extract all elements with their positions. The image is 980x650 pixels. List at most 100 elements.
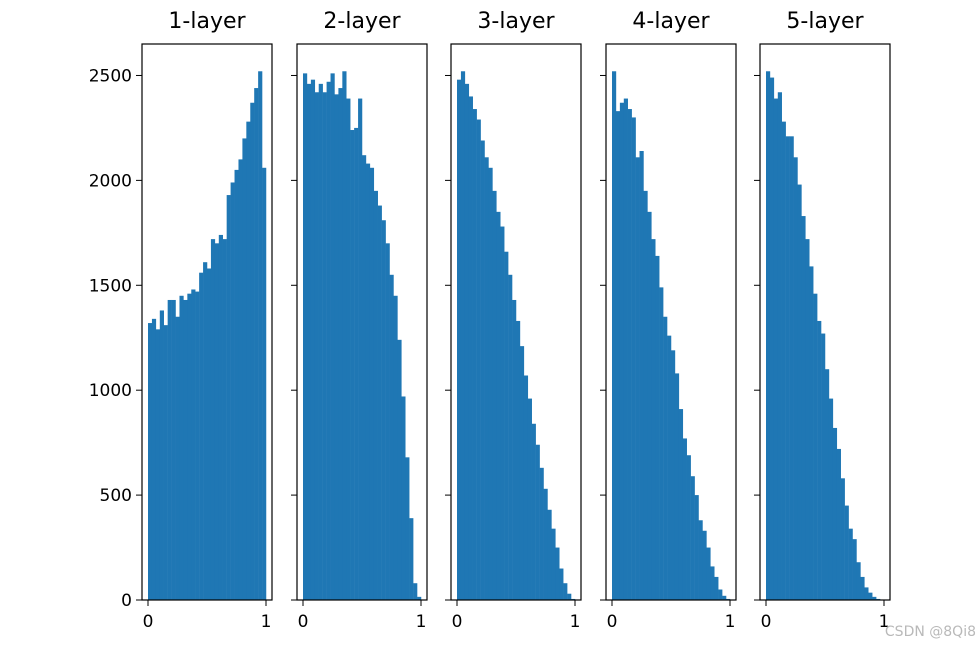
histogram-bar <box>306 83 312 601</box>
histogram-bar <box>801 216 806 601</box>
histogram-bar <box>484 157 489 601</box>
subplot-1: 1-layer 0 1 0 500 1000 1500 2000 2500 <box>89 9 273 632</box>
histogram-bar <box>860 576 865 600</box>
histogram-bar <box>222 239 227 600</box>
y-tick-label: 2000 <box>89 171 132 191</box>
histogram-bar <box>671 350 676 600</box>
histogram-bar <box>397 339 402 600</box>
histogram-bar <box>210 239 216 600</box>
histogram-bar <box>766 71 771 600</box>
histogram-bar <box>468 96 473 600</box>
histogram-bar <box>872 596 877 600</box>
histogram-bar <box>354 127 359 601</box>
histogram-bar <box>381 220 386 601</box>
x-tick-label: 0 <box>607 612 618 632</box>
histogram-bar <box>674 373 680 600</box>
histogram-bar <box>663 316 668 600</box>
subplot-4: 4-layer 0 1 <box>600 9 737 632</box>
histogram-bar <box>373 190 378 600</box>
histogram-bar <box>821 333 826 600</box>
x-tick-label: 0 <box>143 612 154 632</box>
histogram-bar <box>547 509 552 600</box>
histogram-bar <box>627 109 632 600</box>
histogram-bar <box>207 268 212 600</box>
subplot-title: 5-layer <box>786 9 864 34</box>
x-tick-label: 1 <box>879 612 890 632</box>
histogram-bar <box>516 320 521 600</box>
histogram-bar <box>639 151 644 600</box>
histogram-bar <box>500 226 505 601</box>
histogram-bar <box>651 239 656 600</box>
histogram-bar <box>856 562 861 600</box>
histogram-bar <box>175 316 180 600</box>
histogram-bar <box>773 98 779 601</box>
histogram-bar <box>539 467 544 600</box>
histogram-bar <box>531 423 536 600</box>
histogram-bar <box>825 369 830 600</box>
histogram-bar <box>405 457 410 600</box>
histogram-bar <box>523 375 529 600</box>
x-tick-label: 1 <box>416 612 427 632</box>
histogram-bar <box>809 266 814 600</box>
histogram-bar <box>254 88 259 600</box>
histogram-bar <box>512 299 517 600</box>
histogram-bar <box>635 157 640 601</box>
histogram-bar <box>330 73 335 601</box>
histogram-bar <box>393 295 398 600</box>
histogram-bar <box>258 71 263 600</box>
histogram-bar <box>151 318 157 600</box>
histogram-bar <box>167 299 172 600</box>
histogram-bar <box>488 167 493 601</box>
histogram-bar <box>543 488 548 600</box>
histogram-bar <box>868 592 873 600</box>
watermark: CSDN @8Qi8 <box>884 624 976 640</box>
histogram-bar <box>647 211 652 600</box>
histogram-bar <box>702 530 707 600</box>
subplot-title: 2-layer <box>323 9 401 34</box>
histogram-bar <box>385 243 390 600</box>
subplot-2: 2-layer 0 1 <box>291 9 428 632</box>
histogram-bar <box>472 109 477 600</box>
histogram-bar <box>413 583 418 600</box>
histogram-bar <box>690 476 695 600</box>
histogram-bar <box>797 184 802 600</box>
histogram-bar <box>163 325 168 600</box>
histogram-bar <box>326 81 331 600</box>
histogram-bar <box>718 589 723 600</box>
histogram-bar <box>171 299 176 600</box>
histogram-bar <box>334 94 339 600</box>
histogram-bar <box>242 138 247 601</box>
x-tick-label: 0 <box>761 612 772 632</box>
histogram-bar <box>694 495 699 600</box>
histogram-bar <box>789 136 794 600</box>
histogram-bar <box>226 195 231 600</box>
histogram-bar <box>777 92 782 600</box>
x-tick-label: 1 <box>570 612 581 632</box>
histogram-bar <box>159 310 164 600</box>
histogram-bar <box>710 566 715 600</box>
histogram-bar <box>179 295 184 600</box>
x-tick-label: 1 <box>725 612 736 632</box>
histogram-bar <box>805 239 810 600</box>
histogram-bar <box>567 593 572 600</box>
histogram-bar <box>508 274 513 600</box>
y-tick-label: 2500 <box>89 66 132 86</box>
y-tick-label: 1500 <box>89 276 132 296</box>
axes-frame <box>141 43 273 601</box>
histogram-bar <box>460 71 466 600</box>
histogram-bar <box>836 448 841 600</box>
histogram-bar <box>714 576 719 600</box>
histogram-bar <box>551 528 556 600</box>
histogram-bar <box>769 77 775 600</box>
subplot-title: 3-layer <box>477 9 555 34</box>
histogram-bar <box>686 455 691 600</box>
histogram-bar <box>619 102 625 600</box>
histogram-bar <box>864 587 869 600</box>
histogram-bar <box>338 88 343 600</box>
histogram-bar <box>148 323 153 600</box>
histogram-bar <box>623 98 628 601</box>
histogram-bar <box>559 568 564 600</box>
x-tick-label: 0 <box>452 612 463 632</box>
histogram-bar <box>318 83 323 601</box>
axes-frame <box>605 43 737 601</box>
